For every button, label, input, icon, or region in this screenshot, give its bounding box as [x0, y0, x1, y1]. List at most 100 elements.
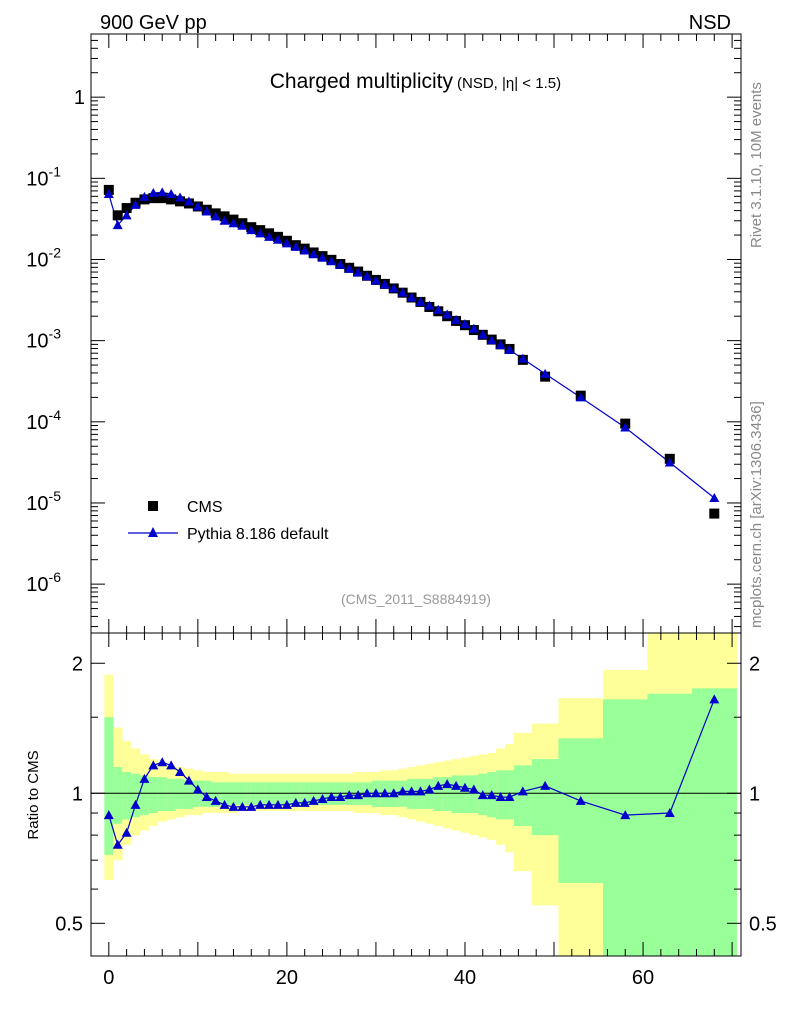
ratio-data-point: [459, 782, 470, 792]
ratio-data-point: [121, 827, 132, 837]
ratio-y-axis-label: Ratio to CMS: [25, 750, 42, 839]
ratio-data-point: [415, 786, 426, 796]
ratio-data-point: [228, 801, 239, 811]
mc-data-point: [219, 215, 230, 225]
x-tick-label: 40: [454, 967, 476, 989]
band-inner-bin: [469, 775, 479, 814]
ratio-plot-frame: [90, 632, 742, 957]
ratio-data-point: [370, 788, 381, 798]
ratio-data-point: [317, 793, 328, 803]
mc-data-point: [148, 187, 159, 197]
ratio-data-point: [517, 786, 528, 796]
mc-data-point: [183, 196, 194, 206]
y-tick-label: 1: [74, 87, 85, 109]
ratio-data-point: [468, 784, 479, 794]
ratio-y-tick-label: 2: [72, 653, 83, 675]
legend-mc-marker: [148, 527, 158, 537]
mc-data-point: [264, 231, 275, 241]
ratio-data-point: [664, 808, 675, 818]
cms-data-point: [148, 193, 159, 204]
mc-data-point: [210, 211, 221, 221]
band-inner-bin: [460, 775, 470, 814]
mc-data-point: [709, 493, 720, 503]
ratio-data-point: [192, 784, 203, 794]
ratio-data-point: [130, 799, 141, 809]
x-tick-label: 20: [276, 967, 298, 989]
ratio-data-point: [504, 792, 515, 802]
band-inner-bin: [113, 767, 123, 824]
main-plot-axes: 1 10-1 10-2 10-3 10-4 10-5 10-6: [26, 33, 742, 634]
mc-data-point: [157, 187, 168, 197]
cms-data-point: [121, 203, 132, 214]
mc-data-point: [326, 256, 337, 266]
mc-data-point: [335, 259, 346, 269]
header-left: 900 GeV pp: [100, 12, 207, 34]
mc-data-point: [299, 245, 310, 255]
ratio-data-point: [326, 792, 337, 802]
mc-data-point: [620, 422, 631, 432]
mc-data-point: [237, 220, 248, 230]
analysis-id: (CMS_2011_S8884919): [341, 591, 491, 607]
mc-data-point: [362, 271, 373, 281]
cms-data-point: [157, 193, 168, 204]
mc-data-point: [130, 199, 141, 209]
ratio-data-point: [344, 790, 355, 800]
cms-data-point: [166, 194, 177, 205]
ratio-data-point: [406, 786, 417, 796]
mcplots-label: mcplots.cern.ch [arXiv:1306.3436]: [748, 401, 765, 628]
mc-data-point: [397, 287, 408, 297]
band-inner-bin: [692, 688, 737, 956]
band-inner-bin: [513, 765, 533, 826]
band-inner-bin: [531, 759, 559, 836]
band-inner-bin: [602, 699, 648, 956]
main-plot-marks: [103, 184, 720, 519]
mc-data-point: [308, 249, 319, 259]
mc-data-point: [540, 368, 551, 378]
band-inner-bin: [424, 778, 435, 809]
mc-data-point: [103, 189, 114, 199]
mc-data-point: [317, 252, 328, 262]
band-inner-bin: [451, 775, 461, 814]
mc-data-point: [121, 210, 132, 220]
ratio-data-point: [112, 839, 123, 849]
mc-data-point: [424, 300, 435, 310]
mc-data-point: [228, 218, 239, 228]
mc-data-point: [477, 329, 488, 339]
ratio-data-point: [308, 795, 319, 805]
band-inner-bin: [131, 773, 141, 818]
band-inner-bin: [175, 778, 185, 809]
mc-data-point: [139, 191, 150, 201]
ratio-data-point: [486, 790, 497, 800]
ratio-data-point: [575, 795, 586, 805]
ratio-data-point: [540, 780, 551, 790]
band-inner-bin: [211, 782, 221, 807]
chart-subtitle: (NSD, |η| < 1.5): [457, 75, 561, 92]
ratio-data-point: [148, 760, 159, 770]
band-inner-bin: [433, 777, 444, 811]
mc-data-point: [664, 457, 675, 467]
ratio-data-point: [397, 786, 408, 796]
ratio-y-tick-label: 0.5: [55, 913, 83, 935]
mc-data-point: [175, 192, 186, 202]
mc-data-point: [459, 319, 470, 329]
mc-data-point: [192, 201, 203, 211]
ratio-data-point: [201, 792, 212, 802]
y-tick-label: 10-5: [26, 488, 61, 515]
mc-data-point: [495, 340, 506, 350]
ratio-y-tick-label-right: 1: [749, 783, 760, 805]
ratio-data-point: [183, 775, 194, 785]
ratio-data-point: [246, 801, 257, 811]
ratio-data-point: [709, 694, 720, 704]
mc-data-point: [406, 292, 417, 302]
mc-data-point: [272, 234, 283, 244]
ratio-data-point: [451, 780, 462, 790]
band-inner-bin: [558, 738, 604, 883]
ratio-data-point: [264, 799, 275, 809]
ratio-data-point: [255, 799, 266, 809]
band-inner-bin: [647, 693, 693, 956]
x-tick-label: 0: [103, 967, 114, 989]
mc-data-point: [353, 267, 364, 277]
ratio-data-point: [157, 757, 168, 767]
ratio-y-tick-label-right: 2: [749, 653, 760, 675]
ratio-data-point: [237, 801, 248, 811]
